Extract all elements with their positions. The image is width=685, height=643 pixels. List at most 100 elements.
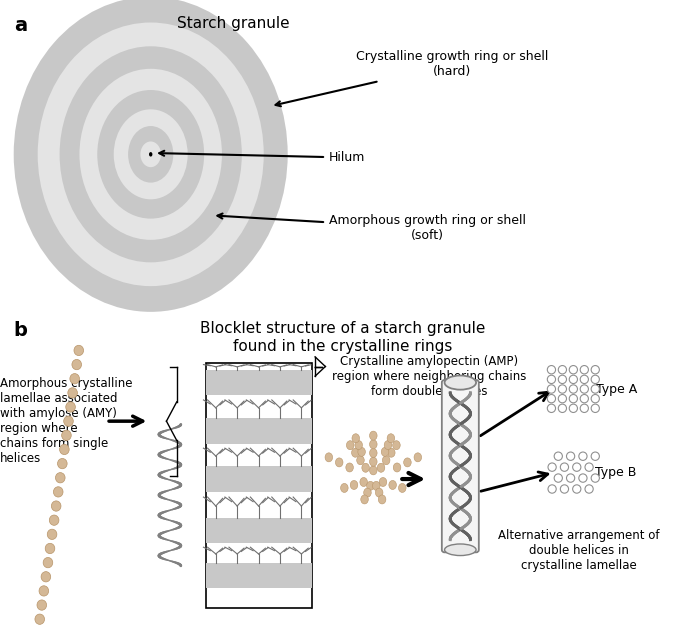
Text: Amorphous crystalline
lamellae associated
with amylose (AMY)
region where
chains: Amorphous crystalline lamellae associate… — [0, 377, 132, 465]
Ellipse shape — [548, 485, 556, 493]
Ellipse shape — [388, 448, 395, 457]
Ellipse shape — [547, 394, 556, 403]
Text: b: b — [14, 322, 27, 341]
Ellipse shape — [580, 385, 588, 393]
Ellipse shape — [547, 385, 556, 393]
Ellipse shape — [579, 452, 587, 460]
Ellipse shape — [558, 394, 566, 403]
Ellipse shape — [64, 416, 73, 426]
Bar — [206, 370, 312, 395]
Ellipse shape — [366, 482, 374, 491]
Ellipse shape — [548, 463, 556, 471]
Ellipse shape — [346, 463, 353, 472]
Ellipse shape — [560, 485, 569, 493]
Ellipse shape — [384, 440, 392, 449]
Ellipse shape — [68, 388, 77, 398]
Ellipse shape — [358, 448, 365, 457]
Ellipse shape — [140, 141, 161, 167]
Ellipse shape — [357, 456, 364, 465]
Ellipse shape — [547, 375, 556, 383]
Ellipse shape — [569, 375, 577, 383]
Ellipse shape — [336, 458, 343, 467]
Ellipse shape — [72, 359, 82, 370]
Text: Starch granule: Starch granule — [177, 16, 289, 31]
Ellipse shape — [569, 394, 577, 403]
Ellipse shape — [370, 431, 377, 440]
Text: Type B: Type B — [595, 466, 636, 479]
Ellipse shape — [55, 473, 65, 483]
Ellipse shape — [558, 385, 566, 393]
Ellipse shape — [362, 463, 369, 472]
Ellipse shape — [373, 482, 380, 491]
Bar — [206, 363, 312, 608]
Ellipse shape — [580, 375, 588, 383]
Ellipse shape — [47, 529, 57, 539]
Ellipse shape — [352, 434, 360, 443]
Ellipse shape — [591, 452, 599, 460]
Ellipse shape — [347, 440, 354, 449]
Ellipse shape — [62, 430, 71, 440]
Ellipse shape — [591, 365, 599, 374]
Ellipse shape — [414, 453, 421, 462]
Ellipse shape — [573, 463, 581, 471]
Ellipse shape — [573, 485, 581, 493]
Ellipse shape — [38, 23, 264, 286]
Ellipse shape — [355, 440, 362, 449]
Ellipse shape — [591, 394, 599, 403]
Ellipse shape — [389, 480, 397, 489]
Ellipse shape — [70, 374, 79, 384]
Text: Alternative arrangement of
double helices in
crystalline lamellae: Alternative arrangement of double helice… — [498, 529, 660, 572]
Ellipse shape — [591, 385, 599, 393]
Ellipse shape — [370, 457, 377, 466]
Ellipse shape — [39, 586, 49, 596]
Ellipse shape — [585, 463, 593, 471]
Ellipse shape — [361, 495, 369, 504]
Ellipse shape — [51, 501, 61, 511]
Ellipse shape — [580, 404, 588, 413]
Text: Amorphous growth ring or shell
(soft): Amorphous growth ring or shell (soft) — [217, 213, 526, 242]
Ellipse shape — [382, 456, 390, 465]
Ellipse shape — [364, 488, 371, 497]
Ellipse shape — [378, 495, 386, 504]
Ellipse shape — [393, 463, 401, 472]
Ellipse shape — [554, 452, 562, 460]
Ellipse shape — [370, 466, 377, 475]
Ellipse shape — [560, 463, 569, 471]
Ellipse shape — [399, 484, 406, 493]
Ellipse shape — [379, 478, 387, 487]
Text: a: a — [14, 16, 27, 35]
Ellipse shape — [558, 365, 566, 374]
Ellipse shape — [41, 572, 51, 582]
Ellipse shape — [66, 402, 75, 412]
Ellipse shape — [547, 365, 556, 374]
FancyBboxPatch shape — [442, 380, 479, 552]
Ellipse shape — [43, 557, 53, 568]
Ellipse shape — [340, 484, 348, 493]
Ellipse shape — [554, 474, 562, 482]
Ellipse shape — [60, 46, 242, 262]
Ellipse shape — [580, 394, 588, 403]
Ellipse shape — [387, 434, 395, 443]
Ellipse shape — [49, 515, 59, 525]
Ellipse shape — [37, 600, 47, 610]
Ellipse shape — [393, 440, 400, 449]
Ellipse shape — [97, 90, 204, 219]
Ellipse shape — [579, 474, 587, 482]
Text: Hilum: Hilum — [159, 150, 365, 164]
Text: Crystalline growth ring or shell
(hard): Crystalline growth ring or shell (hard) — [275, 50, 549, 106]
Text: Crystalline amylopectin (AMP)
region where neighboring chains
form double helice: Crystalline amylopectin (AMP) region whe… — [332, 355, 527, 397]
Text: Blocklet structure of a starch granule
found in the crystalline rings: Blocklet structure of a starch granule f… — [200, 322, 485, 354]
Ellipse shape — [375, 488, 383, 497]
Bar — [206, 563, 312, 588]
Ellipse shape — [585, 485, 593, 493]
Ellipse shape — [591, 404, 599, 413]
Bar — [206, 466, 312, 492]
Ellipse shape — [350, 480, 358, 489]
Ellipse shape — [445, 544, 476, 556]
Ellipse shape — [569, 385, 577, 393]
Ellipse shape — [58, 458, 67, 469]
Ellipse shape — [45, 543, 55, 554]
Ellipse shape — [128, 126, 173, 183]
Ellipse shape — [14, 0, 288, 312]
Ellipse shape — [79, 69, 222, 240]
